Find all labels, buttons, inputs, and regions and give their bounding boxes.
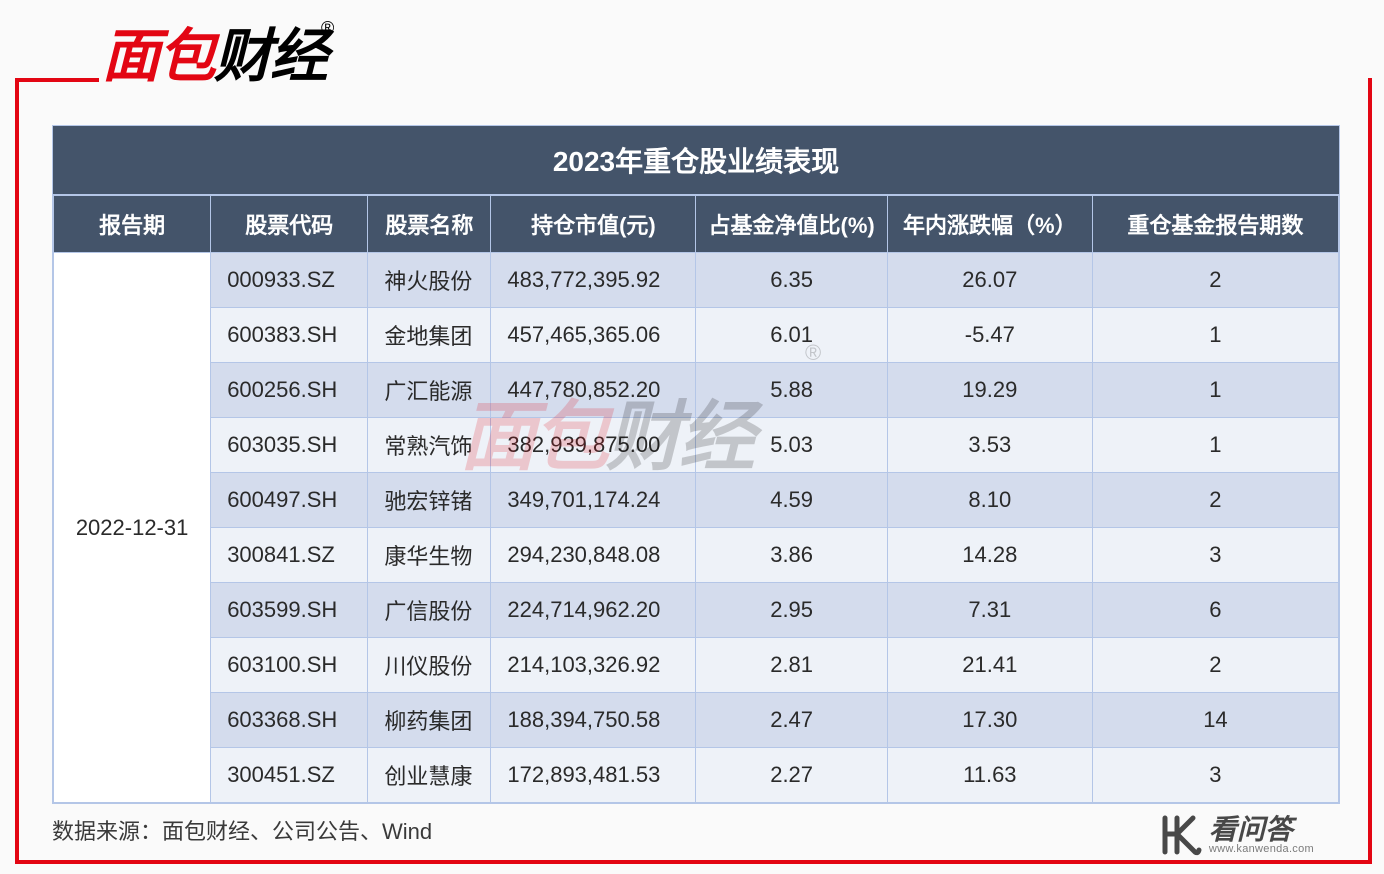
cell-name: 广汇能源 bbox=[368, 363, 491, 418]
bottom-brand-watermark: 看问答 www.kanwenda.com bbox=[1157, 810, 1314, 860]
table-row: 603599.SH广信股份224,714,962.202.957.316 bbox=[54, 583, 1339, 638]
cell-change: -5.47 bbox=[887, 308, 1092, 363]
cell-periods: 1 bbox=[1092, 418, 1338, 473]
table-row: 300841.SZ康华生物294,230,848.083.8614.283 bbox=[54, 528, 1339, 583]
table-row: 603035.SH常熟汽饰382,939,875.005.033.531 bbox=[54, 418, 1339, 473]
cell-code: 603368.SH bbox=[211, 693, 368, 748]
cell-ratio: 2.95 bbox=[696, 583, 887, 638]
bottom-brand-text: 看问答 www.kanwenda.com bbox=[1209, 815, 1314, 856]
cell-value: 214,103,326.92 bbox=[491, 638, 696, 693]
table-row: 2022-12-31000933.SZ神火股份483,772,395.926.3… bbox=[54, 253, 1339, 308]
cell-code: 300451.SZ bbox=[211, 748, 368, 803]
cell-periods: 1 bbox=[1092, 363, 1338, 418]
table-row: 600256.SH广汇能源447,780,852.205.8819.291 bbox=[54, 363, 1339, 418]
holdings-table: 报告期 股票代码 股票名称 持仓市值(元) 占基金净值比(%) 年内涨跌幅（%）… bbox=[53, 195, 1339, 803]
cell-code: 603599.SH bbox=[211, 583, 368, 638]
col-header-name: 股票名称 bbox=[368, 196, 491, 253]
cell-value: 224,714,962.20 bbox=[491, 583, 696, 638]
cell-periods: 2 bbox=[1092, 473, 1338, 528]
col-header-code: 股票代码 bbox=[211, 196, 368, 253]
cell-code: 600383.SH bbox=[211, 308, 368, 363]
cell-periods: 1 bbox=[1092, 308, 1338, 363]
cell-value: 188,394,750.58 bbox=[491, 693, 696, 748]
cell-name: 康华生物 bbox=[368, 528, 491, 583]
cell-value: 447,780,852.20 bbox=[491, 363, 696, 418]
cell-change: 19.29 bbox=[887, 363, 1092, 418]
cell-ratio: 4.59 bbox=[696, 473, 887, 528]
cell-change: 11.63 bbox=[887, 748, 1092, 803]
cell-ratio: 5.88 bbox=[696, 363, 887, 418]
cell-periods: 3 bbox=[1092, 528, 1338, 583]
table-row: 300451.SZ创业慧康172,893,481.532.2711.633 bbox=[54, 748, 1339, 803]
holdings-table-container: 2023年重仓股业绩表现 报告期 股票代码 股票名称 持仓市值(元) 占基金净值… bbox=[52, 125, 1340, 804]
cell-name: 驰宏锌锗 bbox=[368, 473, 491, 528]
col-header-period: 报告期 bbox=[54, 196, 211, 253]
cell-change: 14.28 bbox=[887, 528, 1092, 583]
table-row: 600497.SH驰宏锌锗349,701,174.244.598.102 bbox=[54, 473, 1339, 528]
cell-code: 300841.SZ bbox=[211, 528, 368, 583]
table-header-row: 报告期 股票代码 股票名称 持仓市值(元) 占基金净值比(%) 年内涨跌幅（%）… bbox=[54, 196, 1339, 253]
cell-value: 172,893,481.53 bbox=[491, 748, 696, 803]
brand-logo: 面包 财经 ® bbox=[102, 28, 334, 86]
cell-ratio: 3.86 bbox=[696, 528, 887, 583]
cell-name: 金地集团 bbox=[368, 308, 491, 363]
cell-value: 483,772,395.92 bbox=[491, 253, 696, 308]
k-logo-icon bbox=[1157, 810, 1207, 860]
bottom-brand-url: www.kanwenda.com bbox=[1209, 844, 1314, 856]
cell-ratio: 5.03 bbox=[696, 418, 887, 473]
cell-name: 创业慧康 bbox=[368, 748, 491, 803]
cell-periods: 6 bbox=[1092, 583, 1338, 638]
cell-periods: 14 bbox=[1092, 693, 1338, 748]
cell-name: 常熟汽饰 bbox=[368, 418, 491, 473]
cell-code: 600256.SH bbox=[211, 363, 368, 418]
col-header-periods: 重仓基金报告期数 bbox=[1092, 196, 1338, 253]
cell-name: 神火股份 bbox=[368, 253, 491, 308]
cell-ratio: 2.27 bbox=[696, 748, 887, 803]
table-row: 603100.SH川仪股份214,103,326.922.8121.412 bbox=[54, 638, 1339, 693]
bottom-brand-cn: 看问答 bbox=[1209, 815, 1314, 844]
cell-change: 7.31 bbox=[887, 583, 1092, 638]
logo-red-text: 面包 bbox=[102, 28, 214, 86]
cell-name: 广信股份 bbox=[368, 583, 491, 638]
cell-periods: 3 bbox=[1092, 748, 1338, 803]
cell-value: 457,465,365.06 bbox=[491, 308, 696, 363]
table-row: 603368.SH柳药集团188,394,750.582.4717.3014 bbox=[54, 693, 1339, 748]
cell-change: 21.41 bbox=[887, 638, 1092, 693]
cell-change: 26.07 bbox=[887, 253, 1092, 308]
cell-change: 3.53 bbox=[887, 418, 1092, 473]
cell-code: 603035.SH bbox=[211, 418, 368, 473]
cell-periods: 2 bbox=[1092, 253, 1338, 308]
logo-black-text: 财经 bbox=[214, 28, 326, 86]
registered-mark-icon: ® bbox=[321, 18, 334, 39]
cell-code: 000933.SZ bbox=[211, 253, 368, 308]
cell-name: 柳药集团 bbox=[368, 693, 491, 748]
cell-value: 349,701,174.24 bbox=[491, 473, 696, 528]
cell-code: 600497.SH bbox=[211, 473, 368, 528]
col-header-ratio: 占基金净值比(%) bbox=[696, 196, 887, 253]
cell-change: 17.30 bbox=[887, 693, 1092, 748]
col-header-value: 持仓市值(元) bbox=[491, 196, 696, 253]
cell-ratio: 6.01 bbox=[696, 308, 887, 363]
data-source-footer: 数据来源：面包财经、公司公告、Wind bbox=[52, 814, 432, 846]
cell-periods: 2 bbox=[1092, 638, 1338, 693]
cell-value: 294,230,848.08 bbox=[491, 528, 696, 583]
cell-code: 603100.SH bbox=[211, 638, 368, 693]
cell-ratio: 2.81 bbox=[696, 638, 887, 693]
cell-ratio: 6.35 bbox=[696, 253, 887, 308]
cell-change: 8.10 bbox=[887, 473, 1092, 528]
period-cell: 2022-12-31 bbox=[54, 253, 211, 803]
table-row: 600383.SH金地集团457,465,365.066.01-5.471 bbox=[54, 308, 1339, 363]
cell-ratio: 2.47 bbox=[696, 693, 887, 748]
cell-value: 382,939,875.00 bbox=[491, 418, 696, 473]
col-header-change: 年内涨跌幅（%） bbox=[887, 196, 1092, 253]
table-title: 2023年重仓股业绩表现 bbox=[53, 126, 1339, 195]
cell-name: 川仪股份 bbox=[368, 638, 491, 693]
